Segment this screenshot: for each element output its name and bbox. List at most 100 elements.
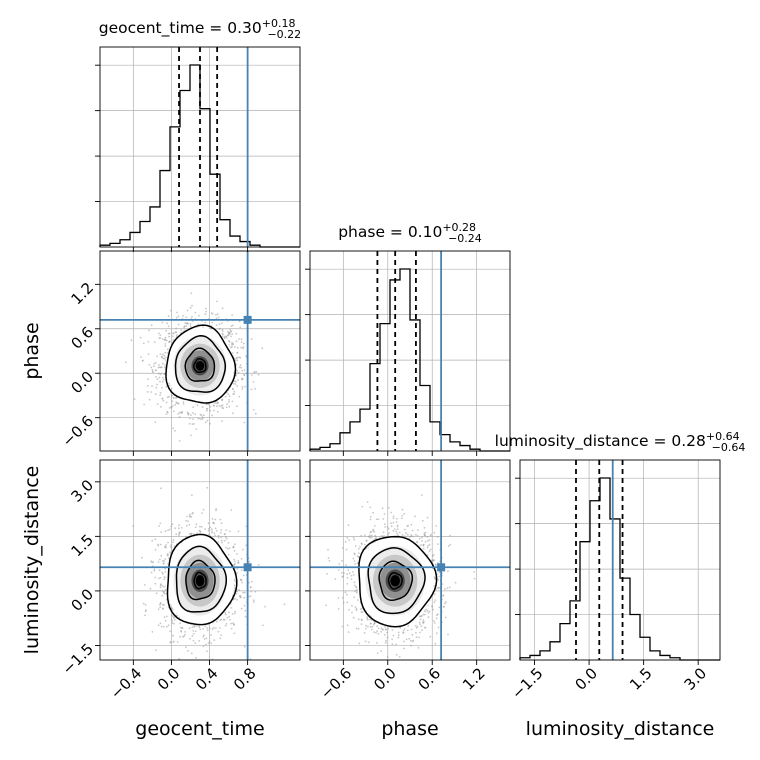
scatter-point xyxy=(354,545,357,547)
scatter-point xyxy=(391,629,394,631)
scatter-point xyxy=(374,535,377,538)
scatter-point xyxy=(211,321,214,324)
scatter-point xyxy=(447,570,449,572)
scatter-point xyxy=(402,631,405,634)
scatter-point xyxy=(208,533,210,536)
scatter-point xyxy=(373,631,375,633)
scatter-point xyxy=(344,591,347,594)
density-level-geocent_time-vs-luminosity_distance-5 xyxy=(195,575,205,587)
scatter-point xyxy=(172,397,175,399)
scatter-point xyxy=(148,364,151,366)
contour-geocent_time-vs-luminosity_distance-2 xyxy=(185,559,216,601)
scatter-point xyxy=(395,530,397,533)
scatter-point xyxy=(154,421,157,423)
scatter-point xyxy=(171,335,174,337)
scatter-point xyxy=(184,631,187,633)
scatter-point xyxy=(172,541,174,543)
scatter-point xyxy=(200,418,203,421)
scatter-point xyxy=(431,605,433,607)
scatter-point xyxy=(228,611,230,614)
scatter-point xyxy=(243,374,246,377)
scatter-point xyxy=(147,353,150,356)
scatter-point xyxy=(364,640,367,643)
scatter-point xyxy=(175,316,178,319)
scatter-point xyxy=(228,395,231,398)
scatter-point xyxy=(146,391,149,393)
scatter-point xyxy=(369,622,372,625)
scatter-point xyxy=(211,530,213,532)
scatter-point xyxy=(429,635,432,638)
scatter-point xyxy=(189,515,192,518)
scatter-point xyxy=(197,417,200,420)
scatter-point xyxy=(410,534,413,536)
scatter-point xyxy=(392,529,395,532)
scatter-point xyxy=(377,627,380,630)
scatter-point xyxy=(158,577,160,580)
scatter-point xyxy=(228,405,231,408)
scatter-point xyxy=(178,416,181,418)
scatter-point xyxy=(227,334,229,337)
scatter-point xyxy=(380,650,383,653)
scatter-point xyxy=(435,525,438,527)
scatter-point xyxy=(163,578,166,581)
scatter-point xyxy=(346,593,348,596)
scatter-point xyxy=(202,634,205,637)
scatter-point xyxy=(354,563,356,565)
scatter-point xyxy=(426,546,429,549)
scatter-point xyxy=(215,313,217,316)
scatter-point xyxy=(236,405,238,408)
scatter-point xyxy=(172,427,175,430)
scatter-point xyxy=(166,553,169,555)
scatter-point xyxy=(201,512,204,514)
scatter-point xyxy=(179,622,182,625)
scatter-point xyxy=(238,356,241,359)
scatter-point xyxy=(447,545,450,547)
scatter-point xyxy=(177,413,180,415)
scatter-point xyxy=(249,586,252,588)
scatter-point xyxy=(159,522,162,525)
scatter-point xyxy=(240,558,243,560)
scatter-point xyxy=(346,582,349,585)
scatter-point xyxy=(158,332,160,335)
scatter-point xyxy=(156,355,159,358)
scatter-point xyxy=(164,356,167,359)
scatter-point xyxy=(398,656,401,658)
scatter-point xyxy=(434,642,437,645)
scatter-point xyxy=(153,363,156,365)
scatter-point xyxy=(191,494,193,496)
scatter-point xyxy=(150,391,153,393)
scatter-point xyxy=(355,586,357,588)
scatter-point xyxy=(168,335,171,338)
scatter-point xyxy=(199,628,202,631)
scatter-point xyxy=(226,403,229,406)
scatter-point xyxy=(181,410,184,413)
scatter-point xyxy=(186,309,189,312)
scatter-point xyxy=(168,557,170,560)
scatter-point xyxy=(236,598,239,601)
scatter-point xyxy=(163,616,166,619)
scatter-point xyxy=(250,338,253,340)
scatter-point xyxy=(238,395,241,398)
scatter-point xyxy=(162,625,165,628)
scatter-point xyxy=(168,407,171,409)
scatter-point xyxy=(200,526,203,528)
scatter-point xyxy=(363,543,366,546)
scatter-point xyxy=(255,371,258,373)
scatter-point xyxy=(257,564,260,566)
scatter-point xyxy=(208,641,211,643)
scatter-point xyxy=(178,440,181,442)
scatter-point xyxy=(234,543,236,546)
scatter-point xyxy=(164,567,167,570)
scatter-point xyxy=(167,529,170,532)
scatter-point xyxy=(369,534,371,537)
scatter-point xyxy=(395,521,398,523)
scatter-point xyxy=(216,313,219,316)
scatter-point xyxy=(232,622,235,625)
scatter-point xyxy=(164,343,167,345)
truth-marker-geocent_time-vs-luminosity_distance xyxy=(243,563,252,572)
scatter-point xyxy=(207,642,210,644)
scatter-point xyxy=(419,631,422,634)
scatter-point xyxy=(207,403,210,406)
scatter-point xyxy=(159,353,162,355)
scatter-point xyxy=(221,328,224,331)
